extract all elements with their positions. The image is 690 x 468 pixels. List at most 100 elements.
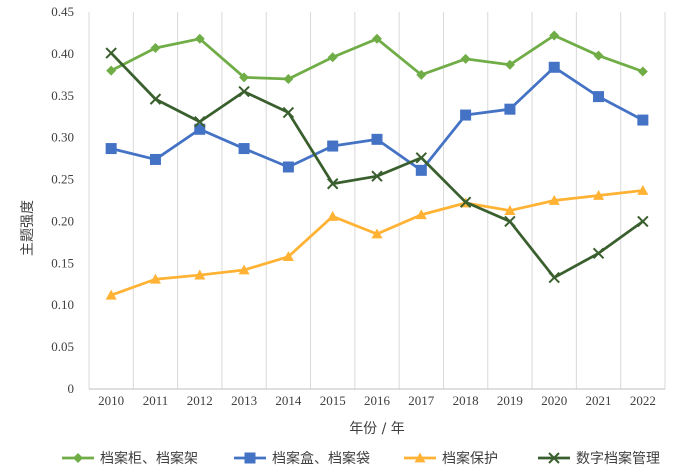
data-point: [637, 114, 649, 126]
series-4: [105, 47, 649, 284]
series-1: [106, 30, 648, 85]
data-point: [238, 85, 250, 98]
data-point: [194, 269, 206, 280]
x-tick-label: 2022: [630, 393, 656, 408]
y-tick-label: 0.30: [51, 130, 74, 145]
y-tick-label: 0.20: [51, 213, 74, 228]
x-tick-label: 2018: [453, 393, 479, 408]
legend-item: 数字档案管理: [538, 450, 660, 467]
y-axis-title: 主题强度: [20, 200, 36, 256]
legend-label: 数字档案管理: [576, 450, 660, 467]
data-point: [593, 50, 604, 61]
data-point: [460, 109, 472, 121]
data-point: [548, 195, 560, 205]
x-tick-label: 2020: [541, 393, 567, 408]
data-point: [282, 106, 295, 119]
x-tick-label: 2017: [408, 393, 435, 408]
data-point: [637, 66, 648, 77]
data-point: [548, 61, 560, 73]
data-point: [459, 196, 472, 208]
legend-marker: [414, 452, 426, 463]
y-tick-label: 0.35: [51, 88, 74, 103]
data-point: [371, 133, 383, 145]
data-point: [326, 178, 339, 190]
x-tick-label: 2013: [231, 393, 257, 408]
data-point: [504, 59, 515, 70]
legend-label: 档案盒、档案袋: [272, 450, 370, 467]
legend-marker: [73, 453, 83, 463]
data-point: [106, 65, 117, 76]
y-tick-label: 0.25: [51, 172, 74, 187]
x-tick-label: 2016: [364, 393, 391, 408]
y-axis-tick-labels: 0 0.05 0.10 0.15 0.20 0.25 0.30 0.35 0.40 0.45: [51, 4, 74, 396]
data-point: [282, 161, 294, 173]
data-point: [415, 164, 427, 176]
data-point: [504, 205, 516, 215]
legend-item: 档案盒、档案袋: [234, 450, 370, 467]
y-tick-label: 0: [68, 381, 75, 396]
x-tick-label: 2011: [143, 393, 169, 408]
legend: 档案柜、档案架 档案盒、档案袋 档案保护 数字档案管理: [62, 450, 660, 467]
x-tick-label: 2014: [275, 393, 302, 408]
data-point: [105, 143, 117, 155]
legend-label: 档案柜、档案架: [100, 450, 198, 467]
data-point: [149, 93, 162, 105]
data-point: [149, 153, 161, 165]
data-point: [327, 210, 339, 221]
data-point: [549, 30, 560, 41]
data-point: [371, 228, 383, 239]
x-tick-label: 2010: [98, 393, 124, 408]
series-line: [110, 52, 644, 279]
data-point: [372, 33, 382, 44]
data-point: [327, 140, 339, 152]
series-lines: [105, 30, 649, 300]
series-3: [105, 184, 649, 300]
data-point: [283, 74, 294, 85]
y-tick-label: 0.05: [51, 339, 74, 354]
data-point: [460, 53, 471, 64]
data-point: [149, 273, 161, 284]
series-2: [105, 61, 649, 176]
data-point: [548, 271, 560, 284]
data-point: [238, 143, 250, 155]
data-point: [415, 209, 427, 220]
legend-item: 档案保护: [404, 450, 498, 467]
x-tick-label: 2012: [187, 393, 213, 408]
vertical-gridlines: [88, 12, 666, 389]
data-point: [504, 103, 516, 115]
y-tick-label: 0.10: [51, 297, 74, 312]
y-tick-label: 0.40: [51, 46, 74, 61]
y-tick-label: 0.45: [51, 4, 74, 19]
data-point: [327, 52, 338, 63]
series-line: [110, 65, 644, 172]
x-tick-label: 2015: [320, 393, 346, 408]
data-point: [415, 152, 428, 164]
data-point: [371, 170, 383, 182]
data-point: [239, 72, 250, 83]
legend-marker: [244, 452, 256, 464]
data-point: [504, 215, 516, 228]
x-tick-label: 2019: [497, 393, 523, 408]
legend-marker: [548, 452, 560, 464]
data-point: [593, 189, 605, 200]
series-line: [110, 189, 644, 297]
x-tick-label: 2021: [586, 393, 612, 408]
data-point: [593, 91, 605, 103]
y-tick-label: 0.15: [51, 255, 74, 270]
data-point: [637, 184, 649, 195]
data-point: [194, 33, 205, 44]
data-point: [105, 47, 117, 59]
legend-label: 档案保护: [442, 450, 498, 467]
data-point: [194, 116, 206, 128]
data-point: [105, 289, 117, 300]
data-point: [194, 123, 206, 135]
x-axis-tick-labels: 2010 2011 2012 2013 2014 2015 2016 2017 2018 2019…: [98, 393, 656, 408]
legend-item: 档案柜、档案架: [62, 450, 198, 467]
data-point: [150, 43, 161, 54]
data-point: [637, 215, 649, 228]
x-axis-title: 年份 / 年: [349, 421, 405, 437]
data-point: [238, 264, 250, 275]
data-point: [416, 69, 427, 80]
data-point: [592, 247, 605, 259]
